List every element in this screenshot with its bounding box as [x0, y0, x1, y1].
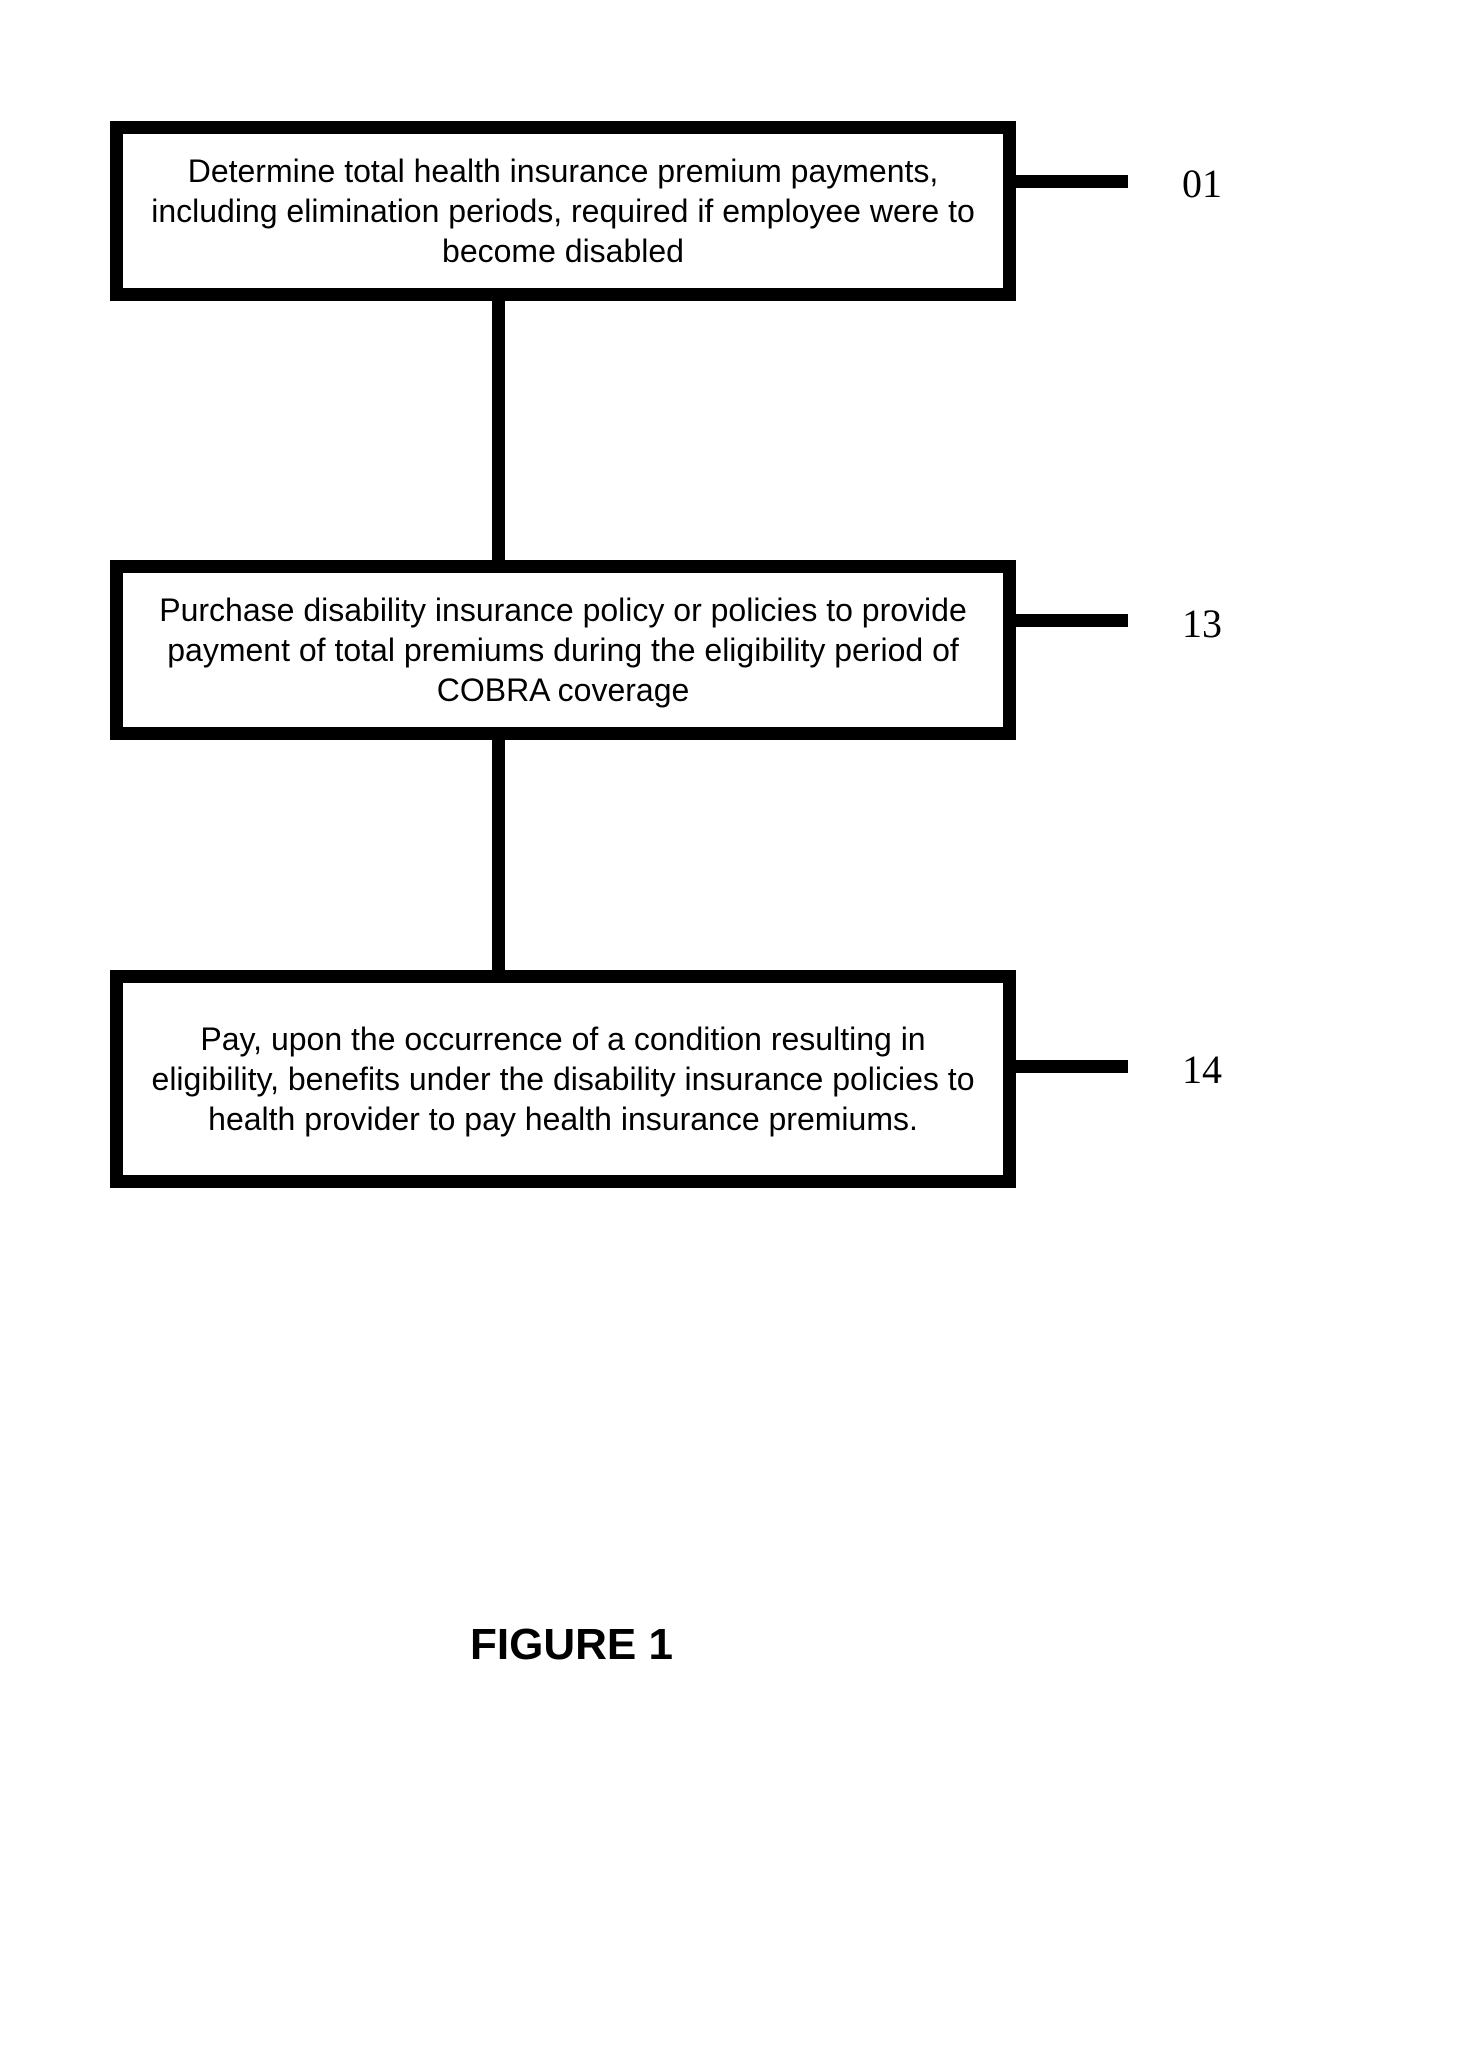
reference-label-01: 01 — [1182, 160, 1222, 207]
leader-line-1 — [1016, 175, 1128, 188]
connector-2-to-3 — [492, 740, 505, 970]
reference-label-14: 14 — [1182, 1046, 1222, 1093]
flowchart-step-1: Determine total health insurance premium… — [110, 121, 1016, 301]
flowchart-step-3: Pay, upon the occurrence of a condition … — [110, 970, 1016, 1188]
figure-title: FIGURE 1 — [470, 1620, 673, 1670]
flowchart-step-3-text: Pay, upon the occurrence of a condition … — [123, 1019, 1003, 1139]
leader-line-2 — [1016, 614, 1128, 627]
flowchart-step-2: Purchase disability insurance policy or … — [110, 560, 1016, 740]
diagram-canvas: Determine total health insurance premium… — [0, 0, 1461, 2046]
leader-line-3 — [1016, 1060, 1128, 1073]
flowchart-step-1-text: Determine total health insurance premium… — [123, 151, 1003, 271]
connector-1-to-2 — [492, 301, 505, 560]
flowchart-step-2-text: Purchase disability insurance policy or … — [123, 590, 1003, 710]
reference-label-13: 13 — [1182, 600, 1222, 647]
